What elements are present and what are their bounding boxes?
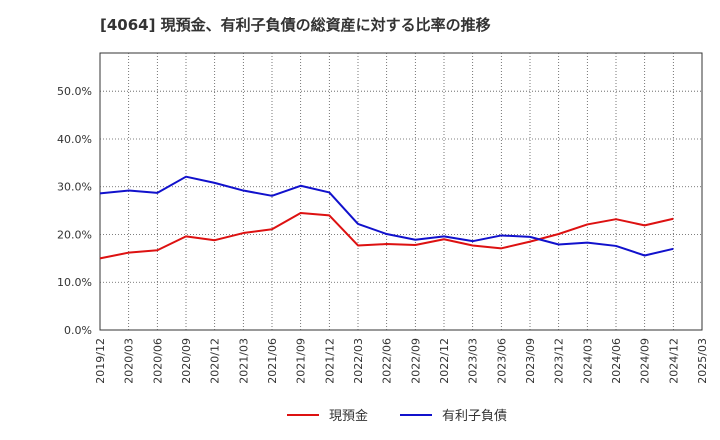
y-tick-label: 0.0% — [64, 324, 92, 337]
plot-area — [99, 52, 703, 331]
x-tick-label: 2021/09 — [295, 338, 308, 384]
x-tick-label: 2022/03 — [352, 338, 365, 384]
series-layer — [99, 175, 674, 260]
chart-title: [4064] 現預金、有利子負債の総資産に対する比率の推移 — [100, 16, 491, 34]
y-tick-label: 50.0% — [57, 85, 92, 98]
x-axis: 2019/12 2020/03 2020/06 2020/09 2020/12 2021/… — [94, 338, 709, 384]
x-tick-label: 2022/09 — [409, 338, 422, 384]
y-tick-label: 30.0% — [57, 181, 92, 194]
x-tick-label: 2025/03 — [696, 338, 709, 384]
y-tick-label: 10.0% — [57, 276, 92, 289]
x-tick-label: 2023/09 — [524, 338, 537, 384]
x-tick-label: 2022/06 — [381, 338, 394, 384]
x-tick-label: 2022/12 — [438, 338, 451, 384]
x-tick-label: 2024/03 — [581, 338, 594, 384]
x-tick-label: 2023/03 — [467, 338, 480, 384]
grid-lines — [100, 53, 702, 330]
legend-label: 現預金 — [329, 408, 368, 424]
x-tick-label: 2020/09 — [180, 338, 193, 384]
y-tick-label: 40.0% — [57, 133, 92, 146]
x-tick-label: 2021/12 — [323, 338, 336, 384]
x-tick-label: 2019/12 — [94, 338, 107, 384]
x-tick-label: 2024/12 — [667, 338, 680, 384]
y-tick-label: 20.0% — [57, 228, 92, 241]
x-tick-label: 2020/12 — [209, 338, 222, 384]
x-tick-label: 2024/09 — [639, 338, 652, 384]
series-line-debt — [99, 175, 674, 257]
x-tick-label: 2021/03 — [237, 338, 250, 384]
x-tick-label: 2023/06 — [495, 338, 508, 384]
x-tick-label: 2023/12 — [553, 338, 566, 384]
x-tick-label: 2020/03 — [123, 338, 136, 384]
x-tick-label: 2024/06 — [610, 338, 623, 384]
y-axis: 0.0% 10.0% 20.0% 30.0% 40.0% 50.0% — [57, 85, 92, 337]
x-tick-label: 2021/06 — [266, 338, 279, 384]
x-tick-label: 2020/06 — [151, 338, 164, 384]
legend-label: 有利子負債 — [442, 409, 507, 424]
series-line-cash — [99, 211, 674, 260]
legend: 現預金 有利子負債 — [287, 408, 507, 424]
